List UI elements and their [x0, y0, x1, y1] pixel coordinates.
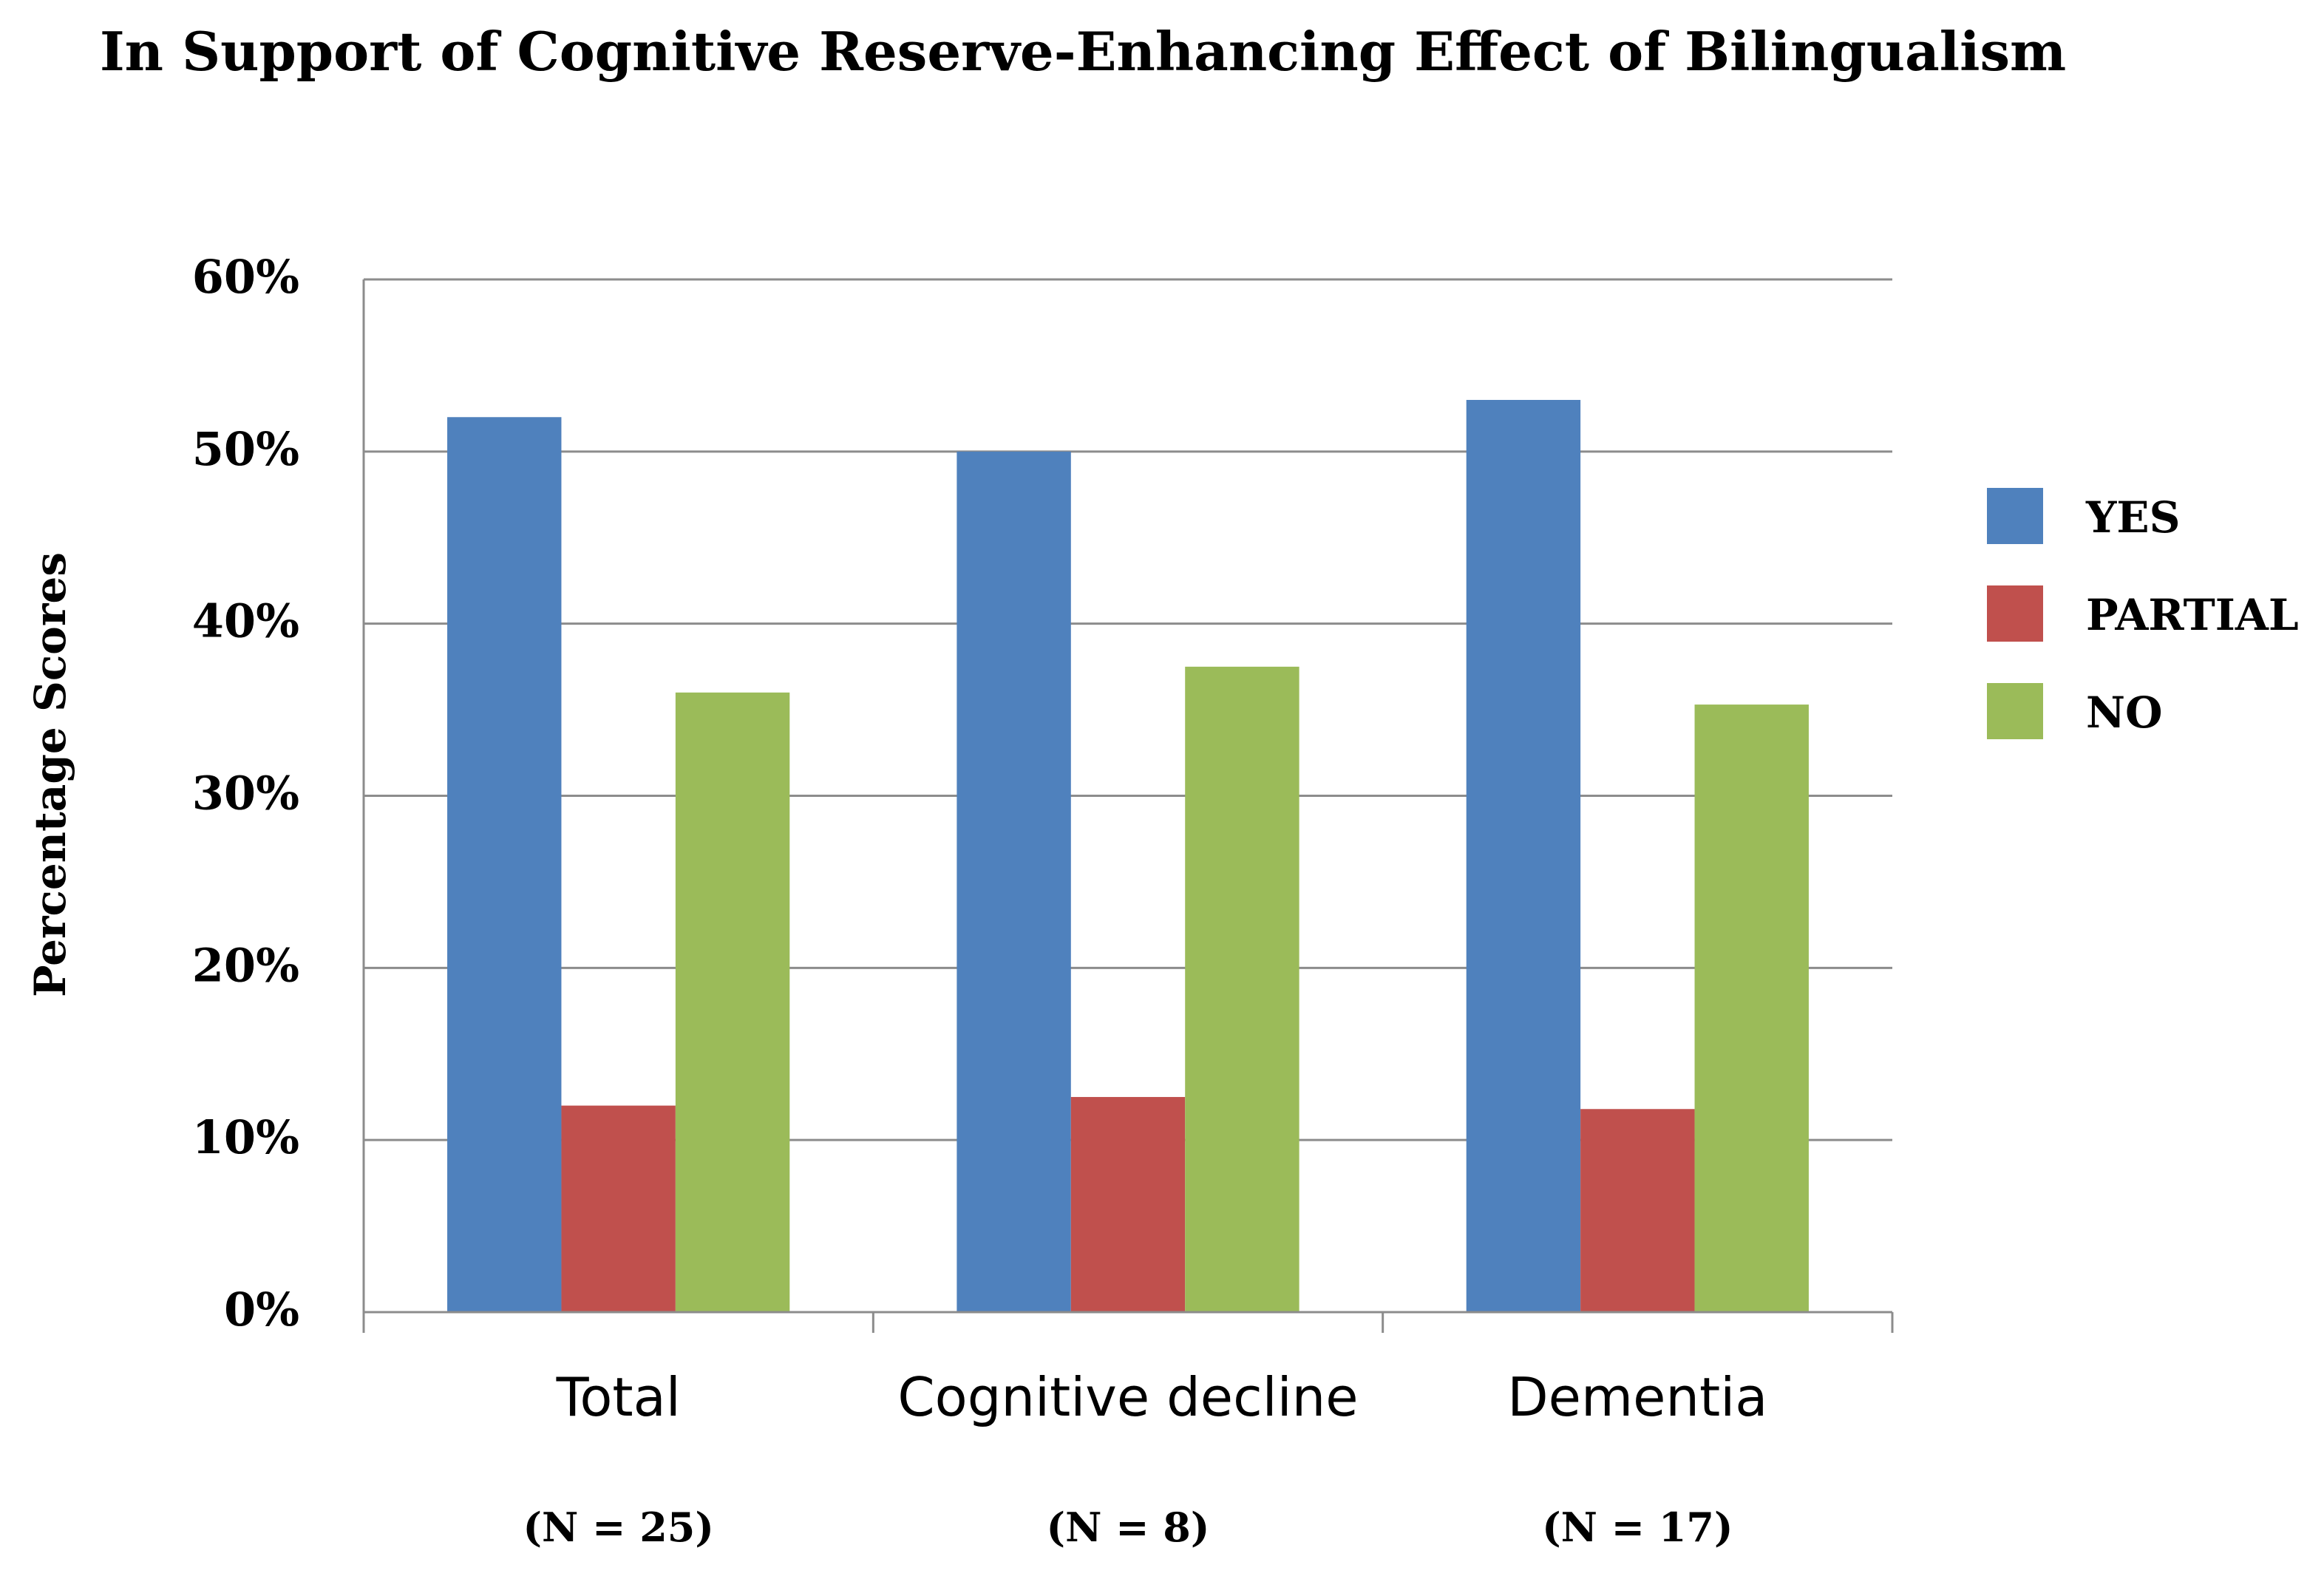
legend-label-partial: PARTIAL	[2086, 590, 2299, 640]
y-tick-label: 60%	[192, 250, 299, 304]
category-sample-size: (N = 25)	[523, 1504, 713, 1551]
y-tick-label: 20%	[192, 938, 299, 992]
y-axis-label: Percentage Scores	[25, 552, 75, 997]
chart-title: In Support of Cognitive Reserve-Enhancin…	[100, 20, 2066, 83]
bar-no-total	[675, 692, 790, 1312]
bar-yes-dementia	[1466, 399, 1581, 1312]
bar-partial-total	[561, 1105, 676, 1312]
x-tick-label: Total	[556, 1366, 681, 1428]
bar-no-dementia	[1694, 704, 1809, 1312]
y-tick-label: 30%	[192, 767, 299, 821]
bar-no-cognitive-decline	[1185, 666, 1299, 1312]
legend-label-no: NO	[2086, 687, 2163, 738]
legend-label-yes: YES	[2085, 492, 2181, 543]
bar-yes-cognitive-decline	[957, 451, 1071, 1313]
y-tick-label: 50%	[192, 422, 299, 476]
bars	[447, 399, 1809, 1313]
y-tick-label: 0%	[224, 1283, 299, 1337]
bar-partial-cognitive-decline	[1070, 1096, 1186, 1312]
gridlines	[364, 278, 1892, 1141]
category-sample-size: (N = 17)	[1542, 1504, 1733, 1551]
y-tick-label: 10%	[192, 1110, 299, 1164]
x-tick-marks	[362, 1312, 1894, 1333]
y-tick-label: 40%	[192, 594, 299, 648]
bar-yes-total	[447, 417, 562, 1313]
legend-swatch-partial	[1987, 585, 2043, 642]
category-sample-sizes: (N = 25) (N = 8) (N = 17)	[523, 1504, 1733, 1551]
legend-swatch-yes	[1987, 488, 2043, 544]
x-tick-label: Cognitive decline	[897, 1366, 1358, 1428]
bar-partial-dementia	[1580, 1109, 1695, 1312]
legend-swatch-no	[1987, 683, 2043, 739]
legend: YES PARTIAL NO	[1987, 488, 2299, 739]
y-tick-labels: 0% 10% 20% 30% 40% 50% 60%	[192, 250, 299, 1337]
category-sample-size: (N = 8)	[1047, 1504, 1210, 1551]
x-tick-label: Dementia	[1507, 1366, 1767, 1428]
x-tick-labels: Total Cognitive decline Dementia	[556, 1366, 1768, 1428]
